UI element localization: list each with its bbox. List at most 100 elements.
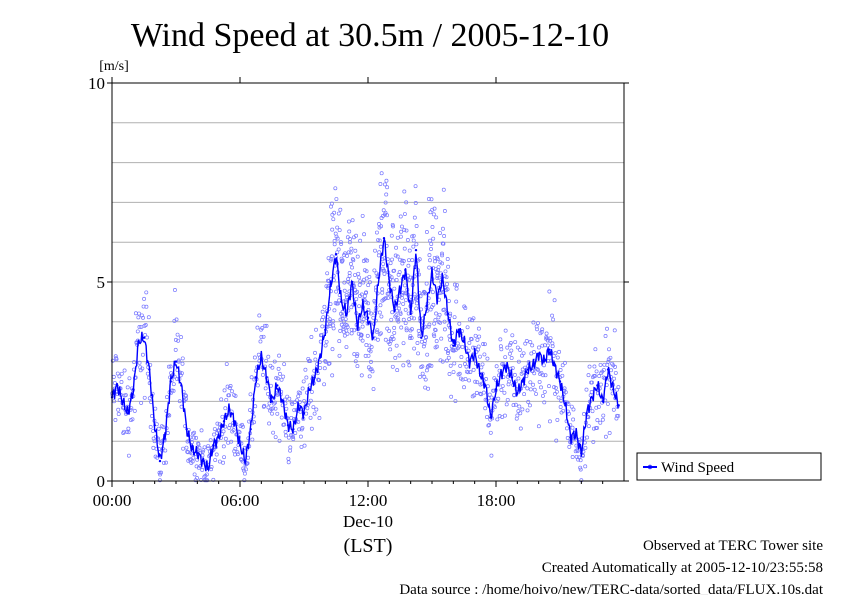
sample-point: [510, 333, 515, 338]
series-point: [553, 364, 556, 367]
series-point: [174, 360, 178, 363]
x-tick-label: 18:00: [477, 491, 516, 510]
sample-point: [607, 431, 612, 435]
sample-point: [571, 417, 576, 422]
sample-point: [518, 347, 522, 352]
date-label: Dec-10: [343, 512, 393, 531]
sample-point: [459, 355, 464, 359]
sample-point: [413, 184, 418, 189]
sample-point: [347, 240, 352, 245]
sample-point: [320, 309, 325, 314]
sample-point: [483, 406, 488, 411]
sample-point: [444, 275, 449, 280]
sample-point: [205, 478, 210, 483]
sample-point: [513, 340, 518, 344]
sample-point: [348, 237, 352, 241]
sample-point: [142, 296, 147, 301]
sample-point: [414, 301, 419, 306]
sample-point: [505, 397, 510, 402]
sample-point: [432, 334, 437, 338]
sample-point: [221, 444, 226, 449]
series-point: [318, 356, 322, 359]
series-point: [276, 384, 279, 387]
sample-point: [271, 395, 276, 400]
sample-point: [438, 231, 442, 235]
sample-point: [335, 225, 340, 230]
sample-point: [402, 246, 407, 251]
sample-point: [322, 382, 327, 387]
sample-point: [452, 282, 457, 287]
sample-point: [192, 435, 196, 440]
sample-point: [502, 390, 507, 395]
sample-point: [442, 307, 447, 312]
sample-point: [127, 376, 132, 381]
sample-point: [336, 286, 341, 291]
sample-point: [157, 478, 162, 483]
sample-point: [570, 455, 575, 459]
series-point: [574, 432, 578, 435]
sample-point: [401, 341, 406, 346]
sample-point: [431, 302, 436, 307]
series-point: [478, 372, 482, 375]
sample-point: [286, 456, 291, 461]
sample-point: [539, 385, 543, 390]
series-point: [260, 356, 263, 359]
series-point: [617, 404, 620, 407]
sample-point: [491, 388, 496, 393]
sample-point: [505, 345, 510, 350]
sample-point: [387, 341, 392, 346]
sample-point: [489, 395, 494, 400]
sample-point: [484, 415, 489, 419]
sample-point: [377, 222, 381, 226]
series-point: [345, 312, 348, 316]
sample-point: [494, 364, 499, 369]
sample-point: [197, 445, 202, 450]
sample-point: [133, 311, 138, 316]
sample-point: [148, 424, 153, 429]
series-point: [254, 376, 258, 379]
sample-point: [481, 390, 486, 395]
sample-point: [576, 457, 581, 462]
sample-point: [323, 359, 328, 364]
sample-point: [277, 438, 282, 443]
sample-point: [390, 257, 395, 262]
sample-point: [144, 304, 149, 309]
sample-point: [143, 323, 148, 327]
sample-point: [391, 224, 395, 229]
series-point: [409, 312, 412, 316]
sample-point: [354, 354, 359, 359]
sample-point: [384, 178, 389, 183]
sample-point: [530, 343, 535, 348]
sample-point: [277, 371, 282, 376]
sample-point: [347, 273, 352, 278]
sample-point: [444, 347, 449, 351]
sample-point: [341, 319, 346, 324]
sample-point: [252, 420, 256, 425]
sample-point: [458, 363, 463, 368]
sample-point: [146, 315, 151, 320]
sample-point: [308, 398, 313, 403]
observation-note: Observed at TERC Tower site: [643, 538, 823, 554]
sample-point: [231, 428, 236, 433]
sample-point: [202, 478, 207, 483]
sample-point: [442, 319, 447, 324]
sample-point: [432, 321, 437, 326]
series-point: [590, 396, 594, 399]
sample-point: [283, 429, 288, 434]
sample-point: [371, 387, 376, 391]
series-point: [366, 316, 370, 320]
sample-point: [420, 364, 425, 369]
series-point: [281, 400, 284, 403]
legend-marker-swatch: [647, 464, 653, 470]
sample-point: [355, 289, 360, 294]
sample-point: [276, 366, 281, 371]
sample-point: [396, 316, 401, 321]
sample-point: [345, 253, 349, 258]
sample-point: [365, 333, 370, 338]
sample-point: [518, 426, 523, 431]
sample-point: [374, 329, 379, 334]
sample-point: [462, 385, 466, 390]
series-point: [494, 388, 498, 391]
sample-point: [369, 344, 374, 349]
sample-point: [532, 371, 537, 376]
